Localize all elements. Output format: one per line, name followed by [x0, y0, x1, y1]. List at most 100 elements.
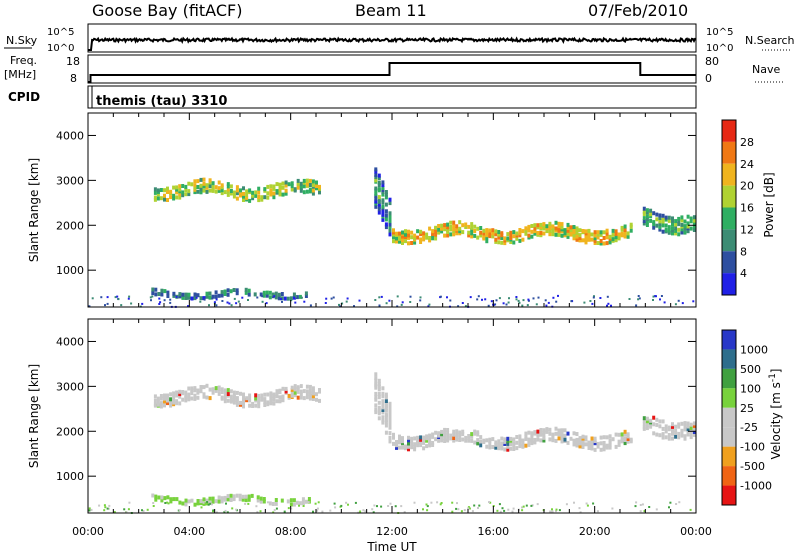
colorbar-segment — [722, 251, 736, 274]
heatmap-cell — [172, 497, 176, 502]
heatmap-cell — [548, 431, 552, 436]
heatmap-cell — [241, 494, 245, 499]
heatmap-cell — [260, 195, 264, 200]
heatmap-cell — [296, 178, 300, 183]
heatmap-cell — [299, 184, 303, 189]
heatmap-cell — [242, 194, 245, 199]
heatmap-cell — [491, 445, 495, 449]
heatmap-cell — [166, 190, 169, 194]
heatmap-cell — [128, 501, 131, 504]
heatmap-cell — [581, 442, 585, 447]
heatmap-cell — [245, 192, 249, 197]
heatmap-cell — [584, 234, 588, 239]
heatmap-cell — [308, 384, 312, 389]
heatmap-cell — [238, 493, 242, 498]
heatmap-cell — [422, 440, 426, 445]
heatmap-cell — [269, 188, 273, 193]
heatmap-cell — [308, 391, 312, 396]
heatmap-cell — [485, 233, 489, 238]
heatmap-cell — [196, 179, 200, 184]
heatmap-cell — [605, 235, 609, 240]
heatmap-cell — [563, 433, 567, 438]
heatmap-cell — [667, 230, 671, 235]
heatmap-cell — [255, 505, 258, 508]
heatmap-cell — [491, 231, 495, 236]
heatmap-cell — [388, 222, 392, 227]
colorbar-tick-label: 12 — [740, 223, 754, 236]
heatmap-cell — [482, 231, 486, 236]
heatmap-cell — [290, 387, 294, 392]
heatmap-cell — [169, 298, 172, 301]
heatmap-cell — [587, 440, 591, 445]
heatmap-cell — [223, 390, 227, 395]
heatmap-cell — [481, 298, 483, 301]
heatmap-cell — [521, 438, 525, 443]
heatmap-cell — [542, 438, 546, 443]
heatmap-cell — [211, 187, 215, 192]
heatmap-cell — [175, 185, 179, 190]
heatmap-cell — [686, 221, 690, 226]
heatmap-cell — [91, 297, 94, 300]
heatmap-cell — [455, 231, 459, 236]
heatmap-cell — [494, 229, 498, 234]
heatmap-cell — [275, 389, 279, 394]
heatmap-cell — [290, 187, 294, 192]
heatmap-cell — [664, 427, 668, 432]
heatmap-cell — [440, 223, 444, 228]
heatmap-cell — [446, 225, 450, 230]
heatmap-cell — [208, 178, 212, 183]
heatmap-cell — [169, 301, 172, 304]
heatmap-cell — [458, 432, 462, 437]
heatmap-cell — [247, 497, 251, 502]
heatmap-cell — [482, 228, 486, 233]
heatmap-cell — [452, 220, 456, 225]
heatmap-cell — [629, 437, 633, 442]
heatmap-cell — [572, 438, 576, 443]
heatmap-cell — [539, 431, 543, 436]
heatmap-cell — [457, 508, 460, 511]
colorbar-segment — [722, 330, 736, 350]
heatmap-cell — [606, 295, 609, 298]
heatmap-cell — [467, 506, 470, 509]
heatmap-cell — [614, 238, 618, 243]
heatmap-cell — [602, 445, 606, 449]
heatmap-cell — [478, 504, 481, 507]
heatmap-cell — [377, 392, 381, 396]
heatmap-cell — [642, 422, 646, 427]
colorbar-segment — [722, 446, 736, 467]
heatmap-cell — [298, 294, 302, 299]
heatmap-cell — [308, 187, 312, 192]
heatmap-cell — [485, 444, 489, 449]
heatmap-cell — [199, 187, 203, 192]
heatmap-cell — [384, 423, 388, 428]
heatmap-cell — [381, 198, 385, 203]
heatmap-cell — [555, 510, 557, 513]
heatmap-cell — [677, 227, 681, 232]
heatmap-cell — [184, 390, 188, 395]
heatmap-cell — [548, 221, 552, 226]
heatmap-cell — [608, 434, 612, 439]
heatmap-cell — [692, 222, 696, 226]
heatmap-cell — [235, 191, 239, 196]
heatmap-cell — [521, 237, 525, 242]
heatmap-cell — [293, 393, 297, 398]
heatmap-cell — [664, 223, 668, 228]
heatmap-cell — [655, 417, 659, 422]
heatmap-cell — [642, 425, 646, 430]
heatmap-cell — [626, 432, 630, 437]
heatmap-cell — [680, 433, 684, 438]
heatmap-cell — [686, 432, 690, 437]
heatmap-cell — [231, 507, 234, 510]
heatmap-cell — [596, 444, 600, 449]
heatmap-cell — [280, 498, 284, 503]
heatmap-cell — [217, 188, 221, 193]
heatmap-cell — [611, 228, 615, 233]
heatmap-cell — [153, 394, 157, 399]
heatmap-cell — [649, 424, 653, 429]
heatmap-cell — [151, 493, 155, 498]
heatmap-cell — [345, 300, 348, 303]
heatmap-cell — [251, 404, 255, 408]
heatmap-cell — [611, 507, 614, 510]
